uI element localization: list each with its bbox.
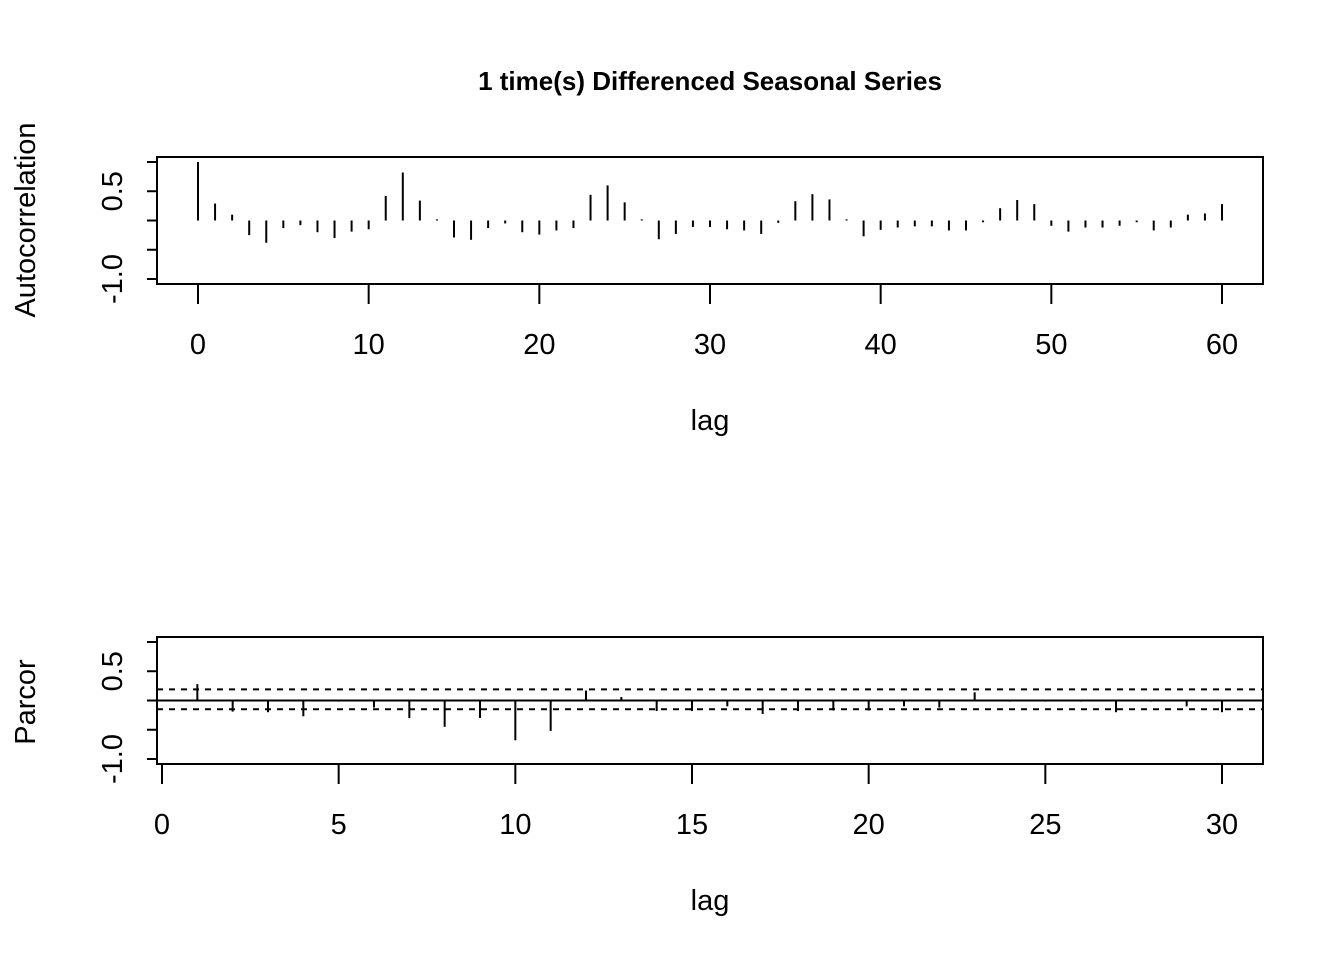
- pacf-bars: [196, 684, 1223, 741]
- acf-bars: [197, 162, 1223, 243]
- acf-x-tick-label: 40: [865, 329, 897, 361]
- acf-x-tick-label: 60: [1206, 329, 1238, 361]
- acf-y-tick-label: -1.0: [97, 254, 129, 304]
- acf-y-axis: -1.0 0.5: [97, 161, 158, 304]
- pacf-x-tick-label: 30: [1206, 809, 1238, 841]
- acf-x-axis: 0 10 20 30 40 50 60: [190, 283, 1238, 361]
- pacf-x-tick-label: 5: [331, 809, 347, 841]
- acf-x-tick-label: 0: [190, 329, 206, 361]
- acf-y-axis-label: Autocorrelation: [10, 122, 42, 317]
- pacf-x-tick-label: 25: [1029, 809, 1061, 841]
- pacf-y-tick-label: 0.5: [97, 651, 129, 691]
- pacf-confidence-bounds: [157, 688, 1263, 711]
- acf-x-tick-label: 50: [1035, 329, 1067, 361]
- chart-title: 1 time(s) Differenced Seasonal Series: [478, 66, 942, 96]
- acf-panel: -1.0 0.5 0 10 20 30 40 50 60 lag Autocorrelatio…: [10, 122, 1264, 437]
- acf-x-tick-label: 10: [353, 329, 385, 361]
- pacf-x-tick-label: 15: [676, 809, 708, 841]
- pacf-x-tick-label: 0: [154, 809, 170, 841]
- pacf-x-tick-label: 10: [499, 809, 531, 841]
- acf-x-axis-label: lag: [691, 405, 730, 437]
- acf-x-tick-label: 30: [694, 329, 726, 361]
- pacf-y-tick-label: -1.0: [97, 734, 129, 784]
- pacf-x-axis: 0 5 10 15 20 25 30: [154, 763, 1238, 841]
- pacf-panel: -1.0 0.5 0 5 10 15 20 25 30 lag Parcor: [10, 636, 1264, 917]
- acf-x-tick-label: 20: [523, 329, 555, 361]
- acf-y-tick-label: 0.5: [97, 171, 129, 211]
- pacf-y-axis: -1.0 0.5: [97, 641, 158, 784]
- pacf-x-tick-label: 20: [853, 809, 885, 841]
- pacf-x-axis-label: lag: [691, 885, 730, 917]
- pacf-y-axis-label: Parcor: [10, 659, 42, 745]
